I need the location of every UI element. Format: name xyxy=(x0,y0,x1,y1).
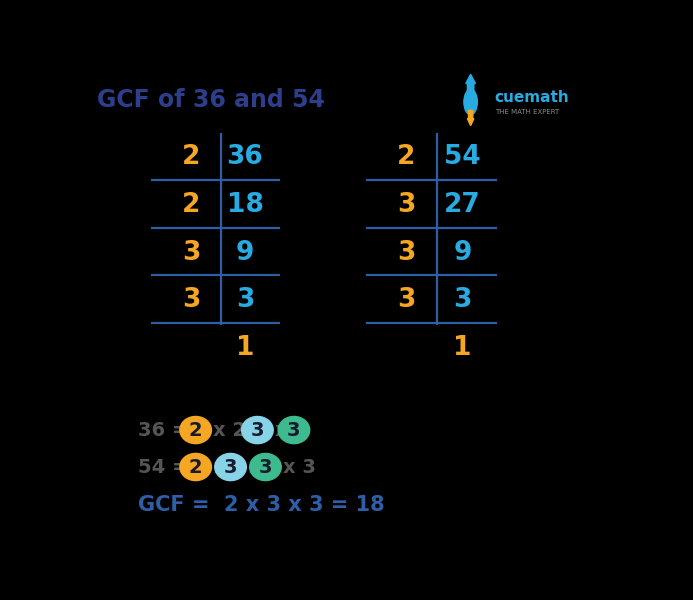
Text: 18: 18 xyxy=(227,192,263,218)
Text: 3: 3 xyxy=(287,421,301,440)
Text: 3: 3 xyxy=(397,239,415,266)
Ellipse shape xyxy=(464,89,477,115)
Text: 3: 3 xyxy=(397,287,415,313)
Ellipse shape xyxy=(180,454,211,481)
Text: 9: 9 xyxy=(236,239,254,266)
Text: 3: 3 xyxy=(397,192,415,218)
Text: 36 =: 36 = xyxy=(138,421,195,440)
Text: x: x xyxy=(248,458,261,476)
Text: 2: 2 xyxy=(397,145,415,170)
Text: 3: 3 xyxy=(182,287,200,313)
Text: 3: 3 xyxy=(224,458,237,476)
Text: GCF =  2 x 3 x 3 = 18: GCF = 2 x 3 x 3 = 18 xyxy=(138,496,385,515)
Ellipse shape xyxy=(180,416,211,443)
Text: 2: 2 xyxy=(188,421,202,440)
Text: 3: 3 xyxy=(258,458,272,476)
FancyArrow shape xyxy=(466,74,475,95)
Text: 27: 27 xyxy=(444,192,481,218)
Ellipse shape xyxy=(278,416,310,443)
Text: 1: 1 xyxy=(236,335,254,361)
Text: 54: 54 xyxy=(444,145,481,170)
Text: 1: 1 xyxy=(453,335,472,361)
Text: 2: 2 xyxy=(182,192,200,218)
Text: cuemath: cuemath xyxy=(495,90,570,105)
Text: x: x xyxy=(275,421,288,440)
Text: 3: 3 xyxy=(453,287,472,313)
Ellipse shape xyxy=(242,416,273,443)
Text: x 3: x 3 xyxy=(283,458,316,476)
Text: 36: 36 xyxy=(227,145,263,170)
Text: 2: 2 xyxy=(188,458,202,476)
Text: 3: 3 xyxy=(236,287,254,313)
Text: 3: 3 xyxy=(182,239,200,266)
Ellipse shape xyxy=(215,454,246,481)
Text: GCF of 36 and 54: GCF of 36 and 54 xyxy=(97,88,325,112)
Text: THE MATH EXPERT: THE MATH EXPERT xyxy=(495,109,559,115)
Text: x: x xyxy=(213,458,226,476)
FancyArrow shape xyxy=(467,110,474,125)
Text: 3: 3 xyxy=(251,421,264,440)
Text: 9: 9 xyxy=(453,239,472,266)
Text: 2: 2 xyxy=(182,145,200,170)
Text: 54 =: 54 = xyxy=(138,458,195,476)
Text: x 2 x: x 2 x xyxy=(213,421,265,440)
Ellipse shape xyxy=(249,454,281,481)
